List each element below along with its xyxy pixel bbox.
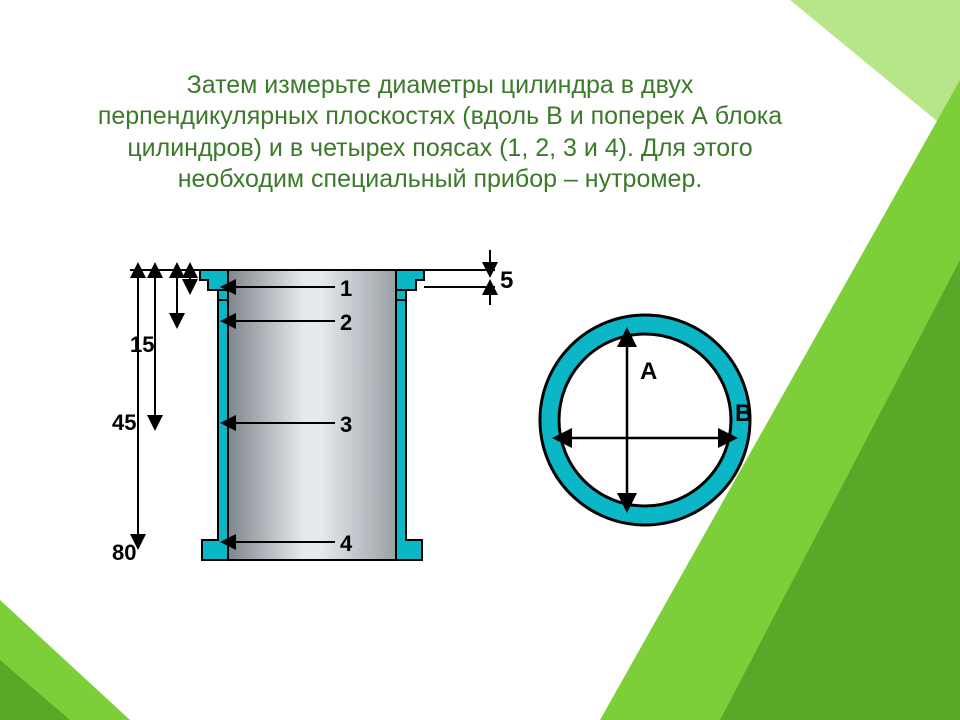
dim-80-label: 80 bbox=[112, 540, 136, 566]
decor-tri-bl-2 bbox=[0, 660, 70, 720]
diagram-svg bbox=[100, 240, 800, 600]
band-2-label: 2 bbox=[340, 310, 352, 336]
ring-top-view bbox=[540, 315, 750, 525]
slide: Затем измерьте диаметры цилиндра в двух … bbox=[0, 0, 960, 720]
dim-arrows bbox=[130, 270, 200, 542]
decor-tri-top bbox=[790, 0, 960, 140]
band-1-label: 1 bbox=[340, 276, 352, 302]
dim-5 bbox=[424, 250, 495, 305]
diagram-area: 1 2 3 4 15 45 80 5 A B bbox=[100, 240, 800, 600]
axis-b-label: B bbox=[735, 400, 752, 428]
axis-a-label: A bbox=[640, 358, 657, 386]
band-4-label: 4 bbox=[340, 531, 352, 557]
cylinder-side-view bbox=[130, 250, 495, 560]
liner-notch-left bbox=[218, 290, 228, 300]
dim-5-label: 5 bbox=[500, 267, 513, 295]
liner-notch-right bbox=[396, 290, 406, 300]
slide-title: Затем измерьте диаметры цилиндра в двух … bbox=[90, 70, 790, 195]
dim-45-label: 45 bbox=[112, 410, 136, 436]
band-3-label: 3 bbox=[340, 412, 352, 438]
decor-tri-bl-1 bbox=[0, 600, 130, 720]
dim-15-label: 15 bbox=[130, 332, 154, 358]
cylinder-bore bbox=[228, 270, 396, 560]
